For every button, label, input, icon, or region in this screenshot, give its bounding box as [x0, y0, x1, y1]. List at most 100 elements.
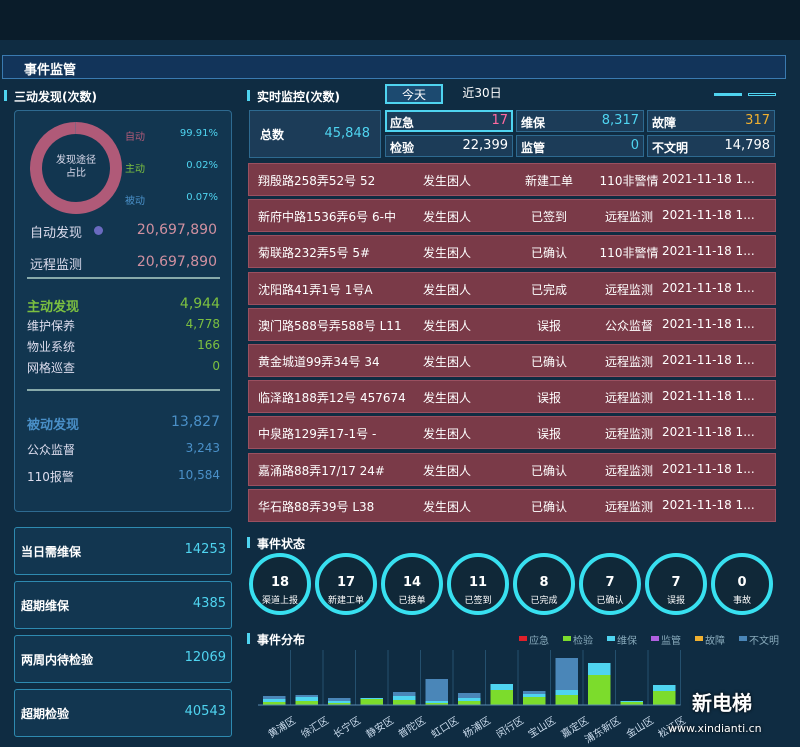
bar-segment	[555, 695, 578, 705]
table-cell: 已签到	[530, 210, 567, 225]
summary-label: 总数	[260, 128, 285, 142]
bar-segment	[458, 701, 481, 705]
summary-value: 17	[491, 113, 508, 128]
table-cell: 2021-11-18 1...	[662, 244, 755, 259]
legend-label: 监管	[661, 636, 681, 647]
card-label: 超期检验	[21, 707, 70, 721]
table-cell: 发生困人	[422, 499, 471, 514]
bar-segment	[295, 701, 318, 705]
summary-label: 检验	[390, 141, 415, 155]
bar-segment	[588, 663, 611, 675]
table-cell: 华石路88弄39号 L38	[258, 499, 375, 514]
table-cell: 菊联路232弄5号 5#	[258, 246, 371, 261]
table-cell: 误报	[536, 427, 561, 442]
bar-segment	[523, 694, 546, 697]
table-cell: 已确认	[530, 463, 567, 478]
stat-label: 远程监测	[30, 258, 83, 273]
status-ring	[579, 553, 641, 615]
table-cell: 发生困人	[422, 355, 471, 369]
section-marker	[4, 90, 7, 101]
status-label: 已签到	[464, 596, 492, 606]
pie-legend-label: 自动	[125, 132, 145, 143]
bar-segment	[588, 675, 611, 705]
summary-label: 应急	[390, 116, 415, 130]
status-ring	[447, 553, 509, 615]
card	[14, 527, 232, 575]
bar-segment	[620, 702, 643, 705]
section-marker	[247, 633, 250, 644]
table-cell: 公众监督	[604, 318, 653, 333]
table-row	[248, 344, 776, 377]
pie-legend-label: 被动	[125, 196, 145, 207]
table-cell: 2021-11-18 1...	[662, 425, 755, 440]
summary-label: 监管	[521, 141, 546, 155]
table-cell: 2021-11-18 1...	[662, 172, 755, 186]
summary-cell	[385, 135, 513, 157]
tab[interactable]: 近30日	[462, 86, 502, 100]
section-marker	[247, 90, 250, 101]
top-bar	[0, 0, 800, 40]
pie-slice	[30, 122, 123, 214]
card-value: 14253	[184, 542, 226, 557]
card	[14, 689, 232, 737]
table-cell: 误报	[536, 318, 561, 333]
status-count: 17	[336, 575, 356, 590]
status-count: 7	[671, 575, 681, 590]
bar-segment	[425, 703, 448, 705]
pie-legend-label: 主动	[125, 164, 145, 175]
status-count: 14	[402, 575, 422, 590]
table-cell: 已确认	[530, 499, 567, 514]
summary-value: 14,798	[724, 138, 771, 153]
bar-segment	[263, 696, 286, 699]
status-label: 渠道上报	[261, 596, 298, 606]
card	[14, 581, 232, 629]
status-count: 8	[539, 575, 549, 590]
table-cell: 已完成	[530, 282, 567, 297]
pie-value-label: 0.02%	[186, 160, 218, 171]
table-row	[248, 380, 776, 414]
summary-cell	[516, 110, 644, 132]
status-label: 事故	[732, 596, 751, 606]
pie-center-label: 发现途径占比	[56, 155, 96, 179]
page-title: 事件监管	[24, 63, 77, 78]
status-ring	[315, 553, 377, 615]
tab[interactable]: 今天	[385, 84, 443, 104]
status-count: 7	[605, 575, 615, 590]
card-value: 12069	[184, 650, 226, 665]
bar-segment	[328, 698, 351, 701]
stat-value: 20,697,890	[136, 254, 217, 270]
table-row	[248, 235, 776, 269]
divider	[27, 277, 220, 279]
stat-value: 10,584	[178, 468, 220, 482]
summary-cell	[647, 135, 775, 157]
section-marker	[247, 537, 250, 548]
stat-label: 公众监督	[27, 443, 76, 457]
section-title: 事件状态	[257, 537, 306, 551]
bar-segment	[263, 702, 286, 705]
bar-segment	[295, 695, 318, 697]
bar-segment	[425, 701, 448, 703]
stat-label: 维护保养	[27, 319, 76, 333]
bar-segment	[360, 698, 383, 699]
stat-value: 3,243	[185, 441, 220, 455]
bar-segment	[523, 691, 546, 694]
table-row	[248, 416, 776, 450]
table-cell: 发生困人	[422, 246, 471, 261]
info-icon	[94, 226, 103, 235]
summary-cell	[516, 135, 644, 157]
table-cell: 发生困人	[422, 318, 471, 333]
bar-segment	[458, 693, 481, 698]
bar-segment	[523, 697, 546, 705]
table-cell: 发生困人	[422, 174, 471, 188]
pie-value-label: 0.07%	[186, 192, 218, 203]
status-label: 已接单	[398, 596, 426, 606]
section-title: 事件分布	[257, 633, 306, 647]
table-cell: 2021-11-18 1...	[662, 389, 755, 404]
summary-value: 22,399	[462, 138, 509, 153]
table-cell: 发生困人	[422, 210, 471, 225]
legend-label: 不文明	[749, 636, 779, 647]
stat-label: 自动发现	[30, 226, 83, 241]
bar-segment	[393, 692, 416, 696]
table-cell: 新建工单	[524, 174, 573, 188]
